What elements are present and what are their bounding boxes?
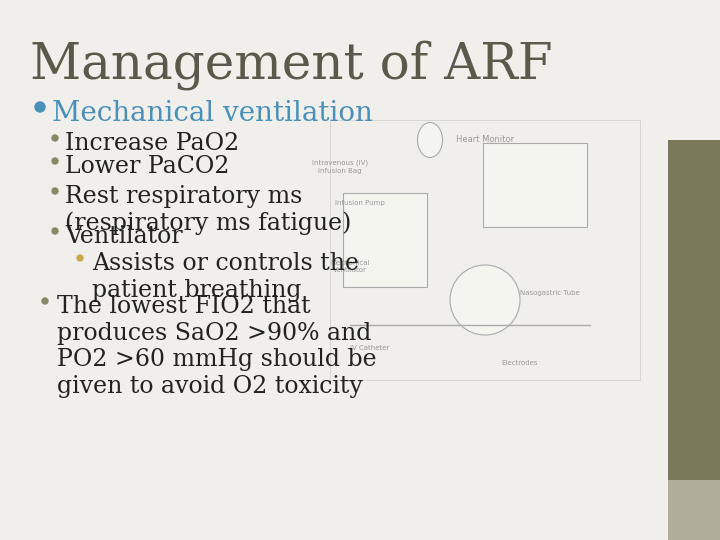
Circle shape bbox=[52, 188, 58, 194]
FancyBboxPatch shape bbox=[668, 480, 720, 540]
Text: Lower PaCO2: Lower PaCO2 bbox=[65, 155, 230, 178]
Ellipse shape bbox=[418, 123, 443, 158]
Text: Nasogastric Tube: Nasogastric Tube bbox=[520, 290, 580, 296]
Text: Ventilator: Ventilator bbox=[65, 225, 183, 248]
FancyBboxPatch shape bbox=[483, 143, 587, 227]
Text: Infusion Pump: Infusion Pump bbox=[335, 200, 385, 206]
Circle shape bbox=[450, 265, 520, 335]
Text: Increase PaO2: Increase PaO2 bbox=[65, 132, 239, 155]
Text: Electrodes: Electrodes bbox=[502, 360, 539, 366]
Text: Intravenous (IV)
Infusion Bag: Intravenous (IV) Infusion Bag bbox=[312, 160, 368, 173]
Text: Rest respiratory ms
(respiratory ms fatigue): Rest respiratory ms (respiratory ms fati… bbox=[65, 185, 351, 235]
FancyBboxPatch shape bbox=[668, 140, 720, 480]
Text: The lowest FIO2 that
produces SaO2 >90% and
PO2 >60 mmHg should be
given to avoi: The lowest FIO2 that produces SaO2 >90% … bbox=[57, 295, 377, 398]
Circle shape bbox=[35, 102, 45, 112]
Text: IV Catheter: IV Catheter bbox=[351, 345, 390, 351]
Text: Assists or controls the
patient breathing: Assists or controls the patient breathin… bbox=[92, 252, 359, 302]
Circle shape bbox=[77, 255, 83, 261]
Circle shape bbox=[42, 298, 48, 304]
Text: Mechanical
Ventilator: Mechanical Ventilator bbox=[330, 260, 370, 273]
Circle shape bbox=[52, 228, 58, 234]
FancyBboxPatch shape bbox=[343, 193, 427, 287]
Text: Management of ARF: Management of ARF bbox=[30, 40, 553, 90]
Text: Heart Monitor: Heart Monitor bbox=[456, 135, 514, 144]
Text: Mechanical ventilation: Mechanical ventilation bbox=[52, 100, 373, 127]
FancyBboxPatch shape bbox=[330, 120, 640, 380]
Circle shape bbox=[52, 135, 58, 141]
Circle shape bbox=[52, 158, 58, 164]
